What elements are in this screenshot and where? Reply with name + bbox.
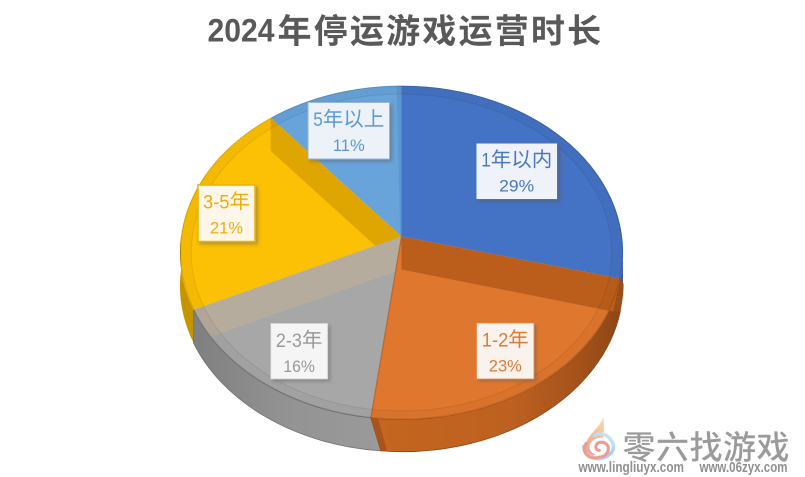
svg-text:www.06zyx.com: www.06zyx.com bbox=[699, 459, 788, 476]
svg-text:1-2: 1-2 bbox=[482, 331, 509, 352]
svg-text:11%: 11% bbox=[333, 136, 365, 155]
svg-text:2-3: 2-3 bbox=[276, 331, 302, 352]
svg-text:5: 5 bbox=[313, 110, 323, 131]
svg-text:23%: 23% bbox=[489, 356, 522, 375]
svg-text:3-5: 3-5 bbox=[203, 193, 230, 214]
svg-text:2024: 2024 bbox=[208, 12, 275, 48]
svg-text:1: 1 bbox=[481, 151, 491, 172]
svg-text:16%: 16% bbox=[283, 357, 315, 376]
svg-text:29%: 29% bbox=[499, 176, 534, 195]
svg-text:21%: 21% bbox=[210, 218, 243, 237]
svg-text:www.lingliuyx.com: www.lingliuyx.com bbox=[578, 459, 684, 476]
